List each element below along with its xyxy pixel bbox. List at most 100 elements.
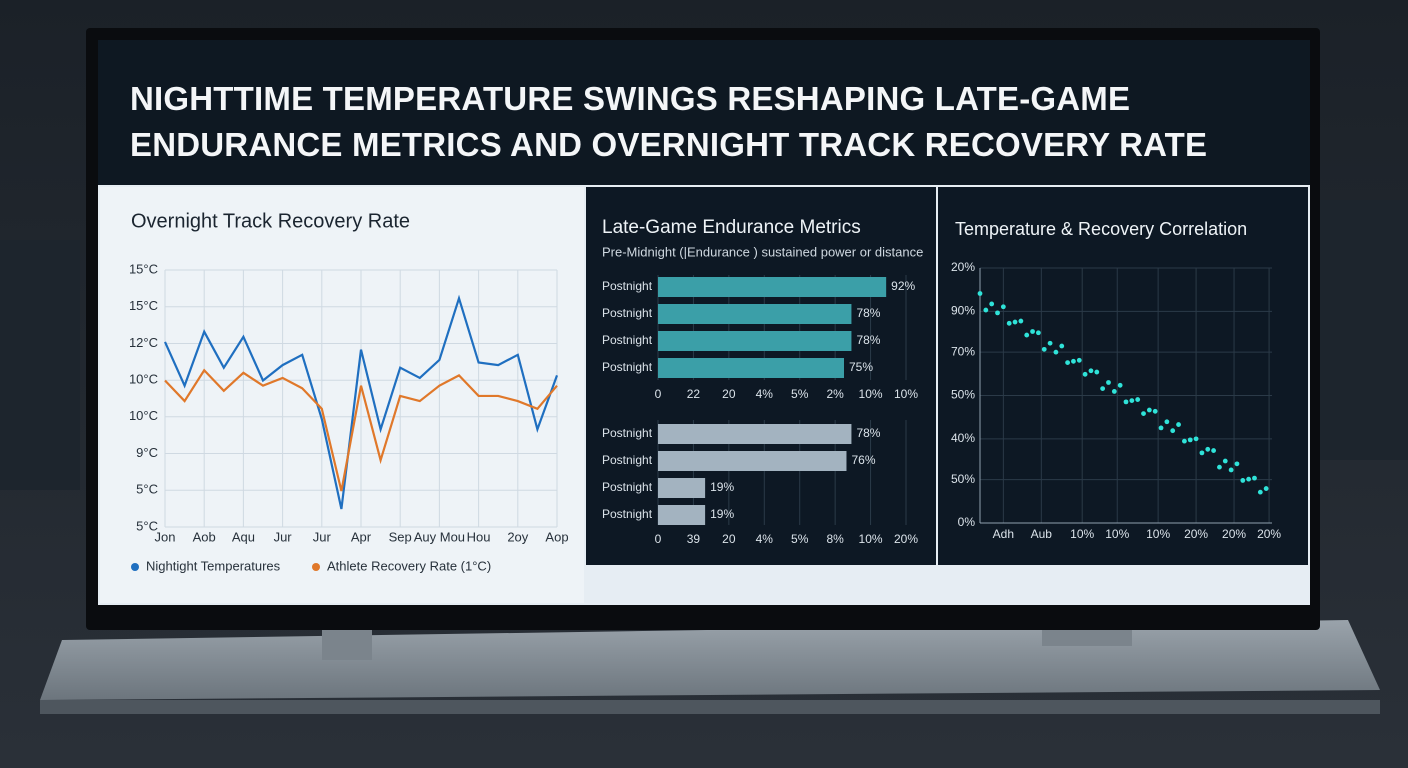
x-tick-label: Jon [155,529,176,544]
scatter-point [1106,380,1111,385]
scatter-point [1187,437,1193,443]
y-tick-label: 9°C [136,445,158,460]
y-tick-label: 12°C [129,335,158,350]
x-tick-label: Aqu [232,529,255,544]
x-tick-label: 10% [1146,527,1170,541]
panel-title: Temperature & Recovery Correlation [955,219,1247,239]
scatter-point [1263,486,1269,491]
scatter-point [1071,358,1076,364]
value-label: 76% [851,453,875,467]
x-tick-label: 10% [894,387,918,401]
scatter-point [1252,475,1257,481]
scatter-point [1176,422,1181,427]
panel [100,187,584,603]
x-tick-label: 39 [687,532,701,546]
x-tick-label: 20% [1184,527,1208,541]
scatter-point [1059,343,1065,349]
scatter-point [983,307,989,313]
scatter-point [1205,446,1211,452]
server-rack [1320,200,1408,460]
scatter-point [1164,419,1170,425]
scatter-point [1222,458,1228,464]
category-label: Postnight [602,426,653,440]
scatter-point [1047,340,1053,346]
scatter-point [1152,408,1158,414]
scatter-point [1006,320,1012,326]
scatter-point [1100,386,1106,392]
x-tick-label: 20% [894,532,918,546]
bar [658,505,706,525]
scatter-point [1217,464,1222,470]
bar [658,424,852,444]
y-tick-label: 10°C [129,372,158,387]
scatter-point [1170,428,1176,434]
y-tick-label: 5°C [136,482,158,497]
y-tick-label: 0% [958,515,976,529]
x-tick-label: 2% [826,387,844,401]
value-label: 78% [856,426,880,440]
scatter-point [1030,329,1035,334]
scatter-point [1182,438,1187,444]
scatter-point [1129,398,1135,403]
x-tick-label: Adh [993,527,1014,541]
scatter-point [1123,399,1129,405]
scatter-point [1088,368,1094,374]
scatter-point [1111,389,1117,394]
panel-subtitle: Pre-Midnight (|Endurance ) sustained pow… [602,244,923,259]
legend-label: Nightight Temperatures [146,558,281,573]
scatter-point [1146,407,1152,413]
category-label: Postnight [602,453,653,467]
category-label: Postnight [602,507,653,521]
value-label: 92% [891,279,915,293]
x-tick-label: Auy Mou [414,529,465,544]
x-tick-label: 10% [1105,527,1129,541]
category-label: Postnight [602,480,653,494]
category-label: Postnight [602,279,653,293]
x-tick-label: Apr [351,529,372,544]
x-tick-label: Aop [545,529,568,544]
x-tick-label: Jur [313,529,332,544]
category-label: Postnight [602,306,653,320]
value-label: 75% [849,360,873,374]
bar [658,277,887,297]
x-tick-label: Hou [467,529,491,544]
scatter-point [1141,411,1146,417]
category-label: Postnight [602,333,653,347]
scatter-point [1193,436,1199,442]
x-tick-label: 10% [859,387,883,401]
x-tick-label: 10% [859,532,883,546]
scatter-point [977,291,983,296]
y-tick-label: 20% [951,260,975,274]
y-tick-label: 50% [951,388,975,402]
scatter-point [1257,489,1263,495]
scatter-point [1240,478,1246,483]
value-label: 19% [710,507,734,521]
panel-title: Late-Game Endurance Metrics [602,217,861,238]
y-tick-label: 10°C [129,408,158,423]
series-line [163,294,559,510]
category-label: Postnight [602,360,653,374]
server-rack [0,240,80,490]
panel [938,187,1308,565]
scatter-point [1135,397,1141,402]
scatter-point [1012,319,1018,325]
bar [658,358,844,378]
scatter-point [1000,304,1006,310]
value-label: 78% [856,333,880,347]
y-tick-label: 40% [951,431,975,445]
title-band [98,40,1310,185]
scatter-point [1053,349,1059,355]
y-tick-label: 90% [951,304,975,318]
x-tick-label: Jur [274,529,293,544]
x-tick-label: 8% [826,532,844,546]
x-tick-label: 2oy [507,529,528,544]
scatter-point [1246,476,1252,482]
legend-label: Athlete Recovery Rate (1°C) [327,558,491,573]
legend-swatch [131,563,139,571]
scatter-point [1036,330,1041,336]
x-tick-label: 20 [722,387,736,401]
scatter-point [1065,360,1070,366]
x-tick-label: 20% [1257,527,1281,541]
y-tick-label: 15°C [129,261,158,276]
scatter-point [1199,450,1205,456]
